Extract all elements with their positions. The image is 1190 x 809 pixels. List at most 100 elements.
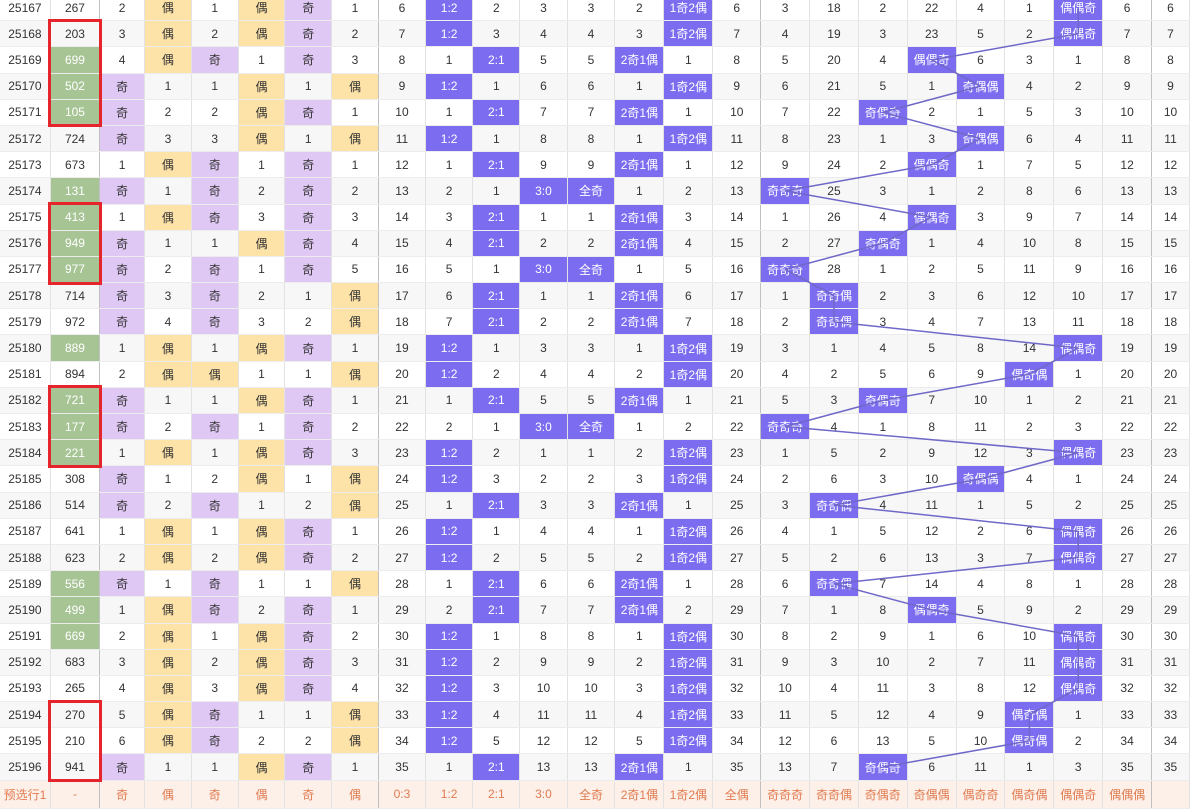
- parity-cell: 偶: [191, 361, 239, 388]
- parity-cell: 偶: [238, 517, 286, 545]
- preselect-cell[interactable]: 预选行1: [0, 779, 51, 809]
- parity-cell: 2: [331, 623, 379, 650]
- triple-cell: 3: [809, 648, 859, 676]
- preselect-cell[interactable]: 偶: [331, 779, 379, 809]
- triple-cell: 4: [760, 517, 811, 545]
- parity-cell: 偶: [238, 73, 286, 100]
- ratio-cell: 6: [519, 73, 568, 100]
- triple-cell: 7: [1053, 204, 1104, 231]
- triple-cell: 4: [809, 675, 859, 703]
- ratio-cell: 2: [519, 465, 568, 493]
- preselect-cell[interactable]: 全偶: [712, 779, 762, 809]
- preselect-cell[interactable]: 偶奇偶: [1004, 779, 1055, 809]
- triple-cell: 1: [809, 596, 859, 624]
- triple-cell: 1: [907, 177, 957, 205]
- triple-cell: 9: [858, 623, 908, 650]
- preselect-cell[interactable]: 奇: [191, 779, 239, 809]
- ratio-cell: 2: [519, 230, 568, 257]
- ratio-cell: 2: [663, 596, 714, 624]
- ratio-cell: 2:1: [472, 570, 521, 598]
- last-cell: 19: [1151, 334, 1190, 362]
- preselect-cell[interactable]: 3:0: [519, 779, 568, 809]
- parity-cell: 奇: [191, 46, 239, 74]
- preselect-cell[interactable]: 全奇: [567, 779, 616, 809]
- ratio-cell: 2: [472, 361, 521, 388]
- table-row: 25176 949 奇 1 1 偶奇 4 15 4 2:1 2 2 2奇1偶 4 15 2 27 奇偶奇 1 4 10 8…: [0, 230, 1190, 257]
- preselect-cell[interactable]: 奇奇偶: [809, 779, 859, 809]
- last-cell: 24: [1151, 465, 1190, 493]
- preselect-cell[interactable]: 奇: [99, 779, 146, 809]
- ratio-cell: 8: [712, 46, 762, 74]
- preselect-cell[interactable]: 奇偶奇: [858, 779, 908, 809]
- parity-cell: 奇: [99, 73, 146, 100]
- preselect-cell[interactable]: 1奇2偶: [663, 779, 714, 809]
- triple-cell: 1: [907, 623, 957, 650]
- parity-cell: 偶: [144, 46, 192, 74]
- last-cell: 18: [1151, 308, 1190, 336]
- triple-cell: 8: [1102, 46, 1153, 74]
- table-row: 25171 105 奇 2 2 偶奇 1 10 1 2:1 7 7 2奇1偶 1 10 7 22 奇偶奇 2 1 5 3 1…: [0, 99, 1190, 126]
- ratio-cell: 1:2: [425, 675, 474, 703]
- triple-cell: 4: [858, 334, 908, 362]
- ratio-cell: 9: [567, 648, 616, 676]
- ratio-cell: 1: [614, 255, 665, 284]
- parity-cell: 奇: [191, 282, 239, 310]
- ratio-cell: 4: [425, 230, 474, 257]
- triple-cell: 6: [956, 46, 1006, 74]
- triple-cell: 25: [1102, 492, 1153, 519]
- triple-cell: 8: [956, 334, 1006, 362]
- triple-cell: 11: [956, 753, 1006, 781]
- ratio-cell: 14: [378, 204, 427, 231]
- last-cell: 28: [1151, 570, 1190, 598]
- ratio-cell: 34: [378, 727, 427, 755]
- ratio-cell: 1奇2偶: [663, 439, 714, 467]
- ratio-cell: 4: [567, 20, 616, 48]
- number-cell: 131: [50, 177, 101, 205]
- ratio-cell: 32: [712, 675, 762, 703]
- table-row: 25175 413 1 偶奇 3 奇 3 14 3 2:1 1 1 2奇1偶 3 14 1 26 4 偶偶奇 3 9 7 1…: [0, 204, 1190, 231]
- parity-cell: 偶: [238, 0, 286, 22]
- preselect-cell[interactable]: 偶: [144, 779, 192, 809]
- preselect-cell[interactable]: 0:3: [378, 779, 427, 809]
- parity-cell: 1: [144, 177, 192, 205]
- preselect-cell[interactable]: 2奇1偶: [614, 779, 665, 809]
- parity-cell: 3: [238, 204, 286, 231]
- parity-cell: 1: [238, 361, 286, 388]
- preselect-cell[interactable]: [1151, 779, 1190, 809]
- triple-cell: 偶奇偶: [1004, 701, 1055, 729]
- preselect-cell[interactable]: 2:1: [472, 779, 521, 809]
- triple-cell: 奇偶偶: [956, 465, 1006, 493]
- ratio-cell: 11: [567, 701, 616, 729]
- preselect-cell[interactable]: 偶偶奇: [1053, 779, 1104, 809]
- ratio-cell: 1: [425, 386, 474, 415]
- table-row: 25191 669 2 偶 1 偶奇 2 30 1:2 1 8 8 1 1奇2偶 30 8 2 9 1 6 10 偶偶奇 3…: [0, 623, 1190, 650]
- preselect-cell[interactable]: 偶偶偶: [1102, 779, 1153, 809]
- ratio-cell: 9: [378, 73, 427, 100]
- triple-cell: 11: [907, 492, 957, 519]
- ratio-cell: 1奇2偶: [663, 124, 714, 153]
- issue-cell: 25188: [0, 544, 51, 572]
- parity-cell: 2: [99, 623, 146, 650]
- ratio-cell: 7: [567, 99, 616, 126]
- triple-cell: 1: [956, 99, 1006, 126]
- table-row: 25193 265 4 偶 3 偶奇 4 32 1:2 3 10 10 3 1奇2偶 32 10 4 11 3 8 12…: [0, 675, 1190, 703]
- triple-cell: 5: [760, 46, 811, 74]
- preselect-cell[interactable]: 偶奇奇: [956, 779, 1006, 809]
- parity-cell: 偶: [144, 648, 192, 676]
- parity-cell: 1: [284, 361, 333, 388]
- triple-cell: 2: [956, 177, 1006, 205]
- preselect-cell[interactable]: 1:2: [425, 779, 474, 809]
- triple-cell: 4: [809, 413, 859, 441]
- preselect-cell[interactable]: -: [50, 779, 101, 809]
- ratio-cell: 1:2: [425, 701, 474, 729]
- preselect-cell[interactable]: 偶: [238, 779, 286, 809]
- ratio-cell: 2:1: [472, 151, 521, 179]
- ratio-cell: 30: [378, 623, 427, 650]
- parity-cell: 奇: [99, 386, 146, 415]
- preselect-cell[interactable]: 奇偶偶: [907, 779, 957, 809]
- triple-cell: 2: [809, 623, 859, 650]
- preselect-cell[interactable]: 奇: [284, 779, 333, 809]
- preselect-cell[interactable]: 奇奇奇: [760, 779, 811, 809]
- ratio-cell: 6: [712, 0, 762, 22]
- triple-cell: 4: [1053, 124, 1104, 153]
